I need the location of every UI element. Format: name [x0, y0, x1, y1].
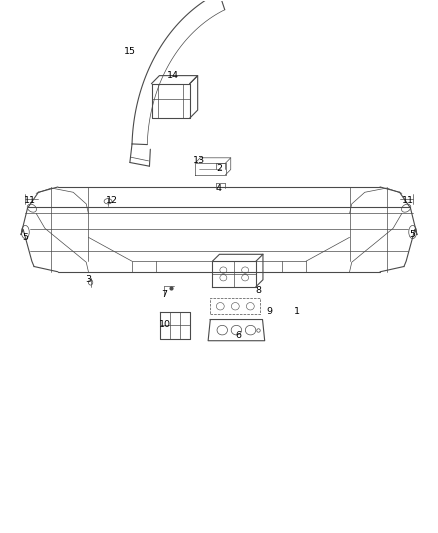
Text: 15: 15	[124, 47, 136, 56]
Text: 9: 9	[266, 307, 272, 316]
Text: 14: 14	[167, 71, 179, 80]
Text: 12: 12	[106, 196, 118, 205]
Text: 10: 10	[159, 320, 170, 329]
Text: 6: 6	[236, 331, 242, 340]
Text: 2: 2	[216, 164, 222, 173]
Text: 13: 13	[193, 156, 205, 165]
Text: 11: 11	[403, 196, 414, 205]
Text: 3: 3	[85, 275, 92, 284]
Text: 7: 7	[162, 289, 168, 298]
Text: 1: 1	[294, 307, 300, 316]
Text: 4: 4	[216, 183, 222, 192]
Text: 8: 8	[255, 286, 261, 295]
Text: 11: 11	[24, 196, 35, 205]
Text: 5: 5	[22, 233, 28, 242]
Text: 5: 5	[410, 230, 416, 239]
